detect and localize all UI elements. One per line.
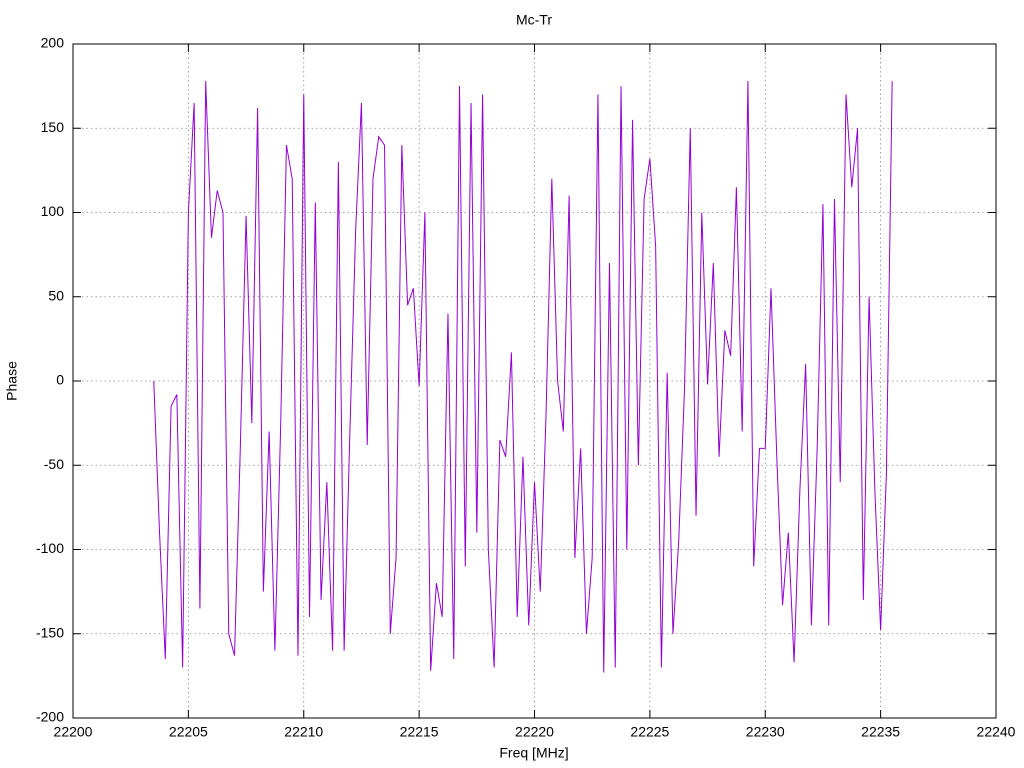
plot-border xyxy=(72,43,997,719)
y-tick-label: -100 xyxy=(36,540,64,556)
y-tick-label: 0 xyxy=(56,372,64,388)
y-tick-label: -50 xyxy=(44,456,64,472)
x-tick-label: 22225 xyxy=(630,724,669,740)
y-tick-label: 100 xyxy=(41,203,65,219)
y-tick-label: -150 xyxy=(36,624,64,640)
x-tick-label: 22235 xyxy=(861,724,900,740)
x-axis-label: Freq [MHz] xyxy=(499,745,568,761)
x-tick-label: 22215 xyxy=(400,724,439,740)
x-tick-label: 22230 xyxy=(746,724,785,740)
y-tick-label: 50 xyxy=(48,287,64,303)
x-tick-label: 22200 xyxy=(54,724,93,740)
data-line xyxy=(153,81,893,673)
y-tick-label: -200 xyxy=(36,709,64,725)
y-tick-label: 200 xyxy=(41,35,65,51)
x-tick-label: 22220 xyxy=(515,724,554,740)
x-tick-label: 22240 xyxy=(977,724,1016,740)
x-tick-label: 22205 xyxy=(169,724,208,740)
y-axis-label: Phase xyxy=(4,361,20,401)
y-tick-label: 150 xyxy=(41,119,65,135)
x-tick-label: 22210 xyxy=(284,724,323,740)
chart-title: Mc-Tr xyxy=(516,12,552,28)
